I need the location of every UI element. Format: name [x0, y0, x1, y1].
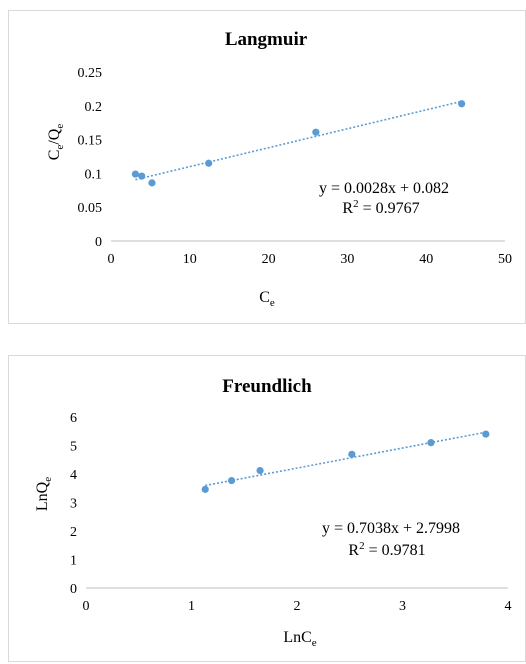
- freundlich-title: Freundlich: [222, 376, 312, 397]
- x-tick-label: 3: [399, 599, 406, 614]
- data-point: [312, 128, 320, 136]
- langmuir-title: Langmuir: [225, 29, 308, 50]
- freundlich-trendline: [205, 431, 486, 487]
- y-tick-label: 3: [70, 497, 77, 512]
- langmuir-chart-panel: Langmuir 0 0.05 0.1 0.15 0.2 0.25 0 10 20 30 40 50…: [8, 10, 526, 324]
- data-point: [482, 430, 490, 438]
- freundlich-chart: Freundlich 0 1 2 3 4 5 6 0 1 2 3 4 y = 0.7038x + 2…: [34, 376, 512, 649]
- x-tick-label: 30: [340, 252, 354, 267]
- data-point: [131, 170, 140, 178]
- freundlich-y-axis-label: LnQe: [34, 477, 54, 511]
- y-tick-label: 4: [70, 468, 77, 483]
- langmuir-r-squared: R2 = 0.9767: [342, 198, 419, 217]
- x-tick-label: 40: [419, 252, 433, 267]
- data-point: [227, 476, 236, 485]
- langmuir-y-axis-label: Ce/Qe: [46, 124, 66, 161]
- freundlich-chart-panel: Freundlich 0 1 2 3 4 5 6 0 1 2 3 4 y = 0.7038x + 2…: [8, 355, 526, 662]
- x-tick-label: 1: [188, 599, 195, 614]
- data-point: [458, 100, 466, 108]
- y-tick-label: 1: [70, 554, 77, 569]
- data-point: [256, 466, 264, 475]
- y-tick-label: 0.2: [85, 100, 103, 115]
- y-tick-label: 0: [95, 235, 102, 250]
- y-tick-label: 0.1: [85, 167, 103, 182]
- y-tick-label: 0.25: [78, 66, 103, 81]
- langmuir-x-axis-label: Ce: [259, 289, 275, 309]
- y-tick-label: 6: [70, 411, 77, 426]
- y-tick-label: 2: [70, 525, 77, 540]
- data-point: [348, 450, 356, 458]
- x-tick-label: 2: [294, 599, 301, 614]
- x-tick-label: 20: [262, 252, 276, 267]
- data-point: [138, 172, 146, 180]
- freundlich-r-squared: R2 = 0.9781: [348, 540, 425, 559]
- langmuir-trendline: [135, 100, 462, 181]
- langmuir-equation: y = 0.0028x + 0.082: [319, 180, 449, 197]
- x-tick-label: 50: [498, 252, 512, 267]
- x-tick-label: 4: [505, 599, 512, 614]
- y-tick-label: 5: [70, 440, 77, 455]
- x-tick-label: 0: [108, 252, 115, 267]
- x-tick-label: 0: [83, 599, 90, 614]
- data-point: [201, 485, 209, 493]
- data-point: [148, 179, 156, 187]
- y-tick-label: 0: [70, 582, 77, 597]
- langmuir-chart: Langmuir 0 0.05 0.1 0.15 0.2 0.25 0 10 20 30 40 50…: [46, 29, 512, 309]
- data-point: [205, 159, 213, 167]
- freundlich-x-axis-label: LnCe: [283, 629, 316, 649]
- data-point: [427, 439, 435, 447]
- y-tick-label: 0.05: [78, 201, 103, 216]
- freundlich-equation: y = 0.7038x + 2.7998: [322, 520, 460, 537]
- x-tick-label: 10: [183, 252, 197, 267]
- y-tick-label: 0.15: [78, 134, 103, 149]
